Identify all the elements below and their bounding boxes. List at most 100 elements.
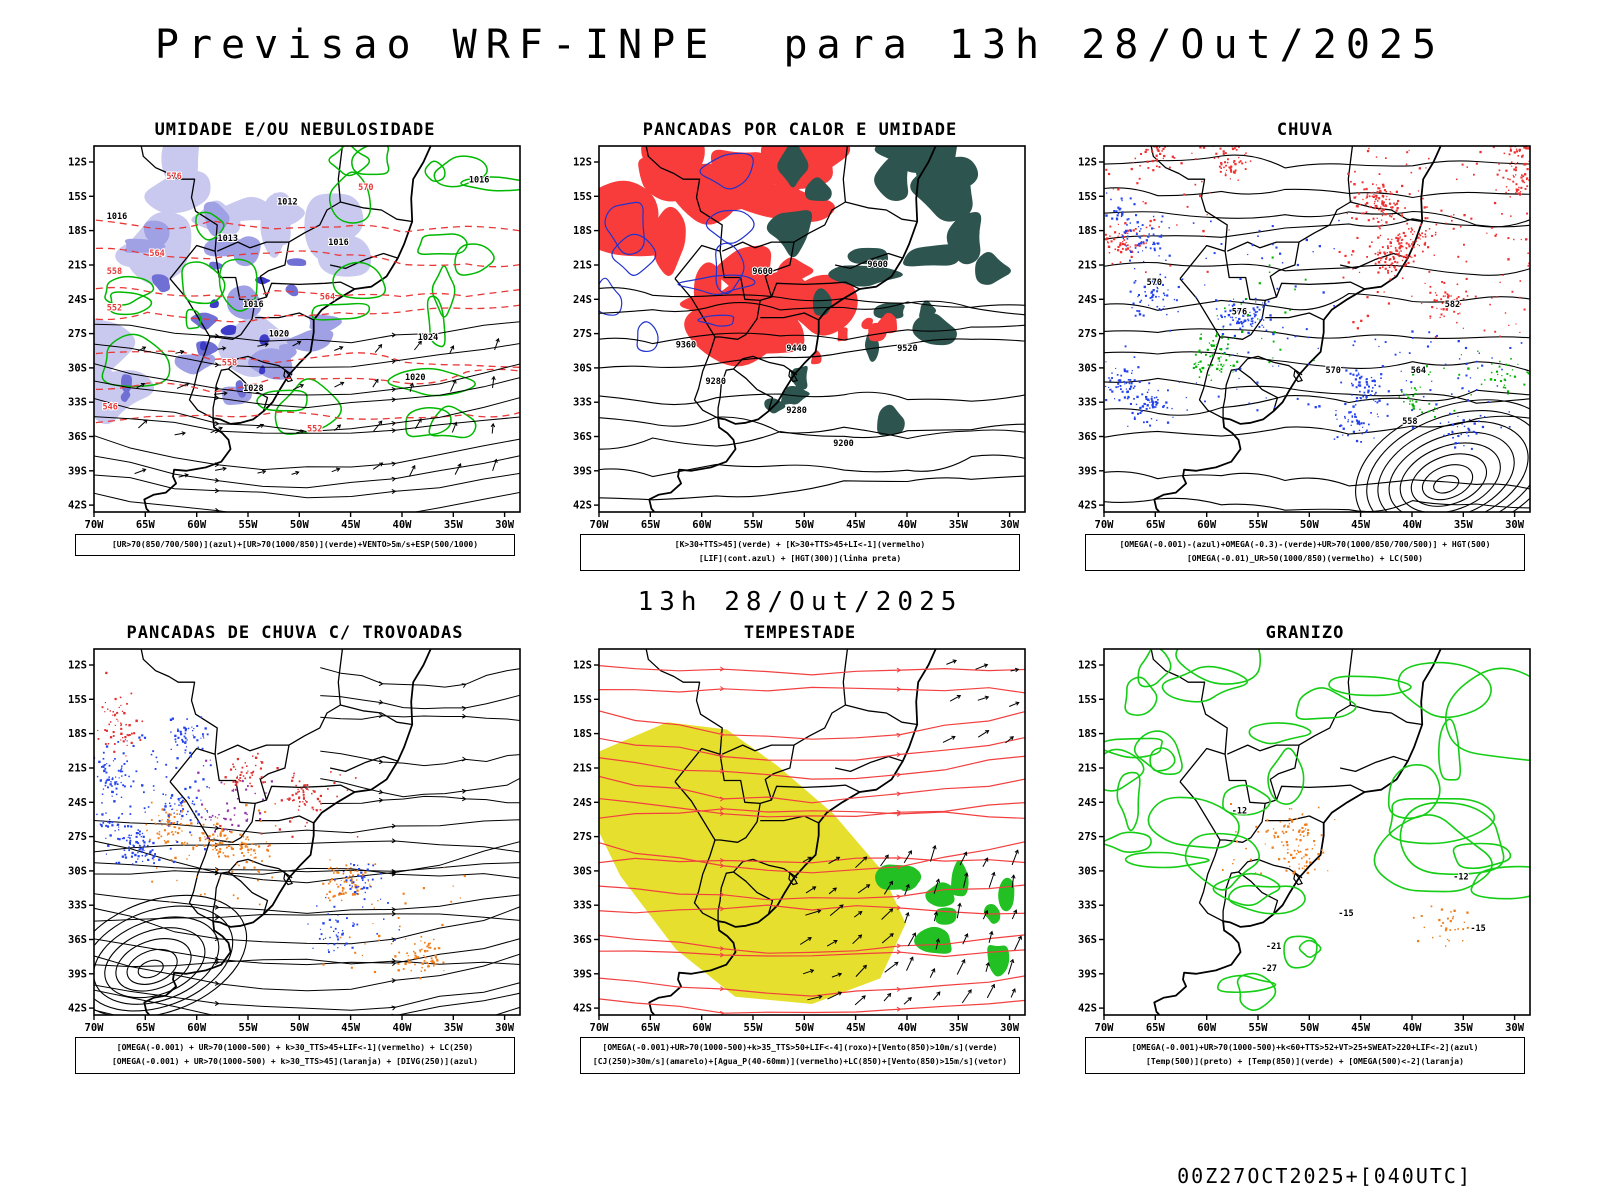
svg-text:40W: 40W — [393, 1022, 413, 1034]
svg-text:-15: -15 — [1338, 909, 1353, 919]
svg-text:35W: 35W — [444, 519, 464, 531]
svg-text:558: 558 — [1402, 417, 1417, 427]
svg-text:1012: 1012 — [277, 198, 297, 208]
svg-text:558: 558 — [222, 359, 237, 369]
svg-text:30W: 30W — [1505, 519, 1525, 531]
svg-text:15S: 15S — [68, 191, 87, 203]
svg-text:33S: 33S — [68, 899, 87, 911]
svg-text:18S: 18S — [573, 728, 592, 740]
svg-text:30S: 30S — [1078, 865, 1097, 877]
svg-text:70W: 70W — [1095, 519, 1115, 531]
svg-text:21S: 21S — [573, 259, 592, 271]
svg-text:21S: 21S — [1078, 259, 1097, 271]
svg-text:564: 564 — [1411, 366, 1426, 376]
svg-text:55W: 55W — [239, 1022, 259, 1034]
svg-text:35W: 35W — [1454, 519, 1474, 531]
svg-text:564: 564 — [320, 293, 335, 303]
valid-time-label: 13h 28/Out/2025 — [637, 586, 963, 617]
svg-text:18S: 18S — [1078, 728, 1097, 740]
svg-text:12S: 12S — [68, 157, 87, 169]
panel-umidade-nebulosidade: UMIDADE E/OU NEBULOSIDADE 1012 1016 1013 10… — [43, 120, 548, 571]
panel-title: TEMPESTADE — [743, 622, 857, 643]
svg-text:70W: 70W — [590, 519, 610, 531]
svg-text:45W: 45W — [341, 519, 361, 531]
svg-text:12S: 12S — [68, 659, 87, 671]
svg-text:564: 564 — [149, 249, 164, 259]
svg-text:36S: 36S — [68, 934, 87, 946]
svg-text:570: 570 — [1147, 278, 1162, 288]
svg-text:27S: 27S — [68, 831, 87, 843]
svg-text:30W: 30W — [495, 1022, 515, 1034]
svg-text:576: 576 — [166, 172, 181, 182]
legend-box: [OMEGA(-0.001) + UR>70(1000-500) + k>30_… — [75, 1036, 515, 1074]
svg-text:60W: 60W — [692, 519, 712, 531]
svg-text:30W: 30W — [1000, 1022, 1020, 1034]
svg-text:1016: 1016 — [328, 238, 348, 248]
svg-text:9360: 9360 — [676, 340, 696, 350]
legend-line: [OMEGA(-0.001) + UR>70(1000-500) + k>30_… — [111, 1057, 479, 1067]
svg-text:570: 570 — [358, 183, 373, 193]
legend-box: [OMEGA(-0.001)-(azul)+OMEGA(-0.3)-(verde… — [1085, 534, 1525, 571]
panel-row-bottom: PANCADAS DE CHUVA C/ TROVOADAS 12S 15S 18S… — [0, 623, 1600, 1074]
svg-text:55W: 55W — [744, 519, 764, 531]
panel-chuva: CHUVA 582 576 570 564 558 570 12S 15S 18S 21S 24S 2… — [1053, 120, 1558, 571]
svg-text:1016: 1016 — [469, 176, 489, 186]
svg-text:65W: 65W — [641, 1022, 661, 1034]
svg-text:50W: 50W — [290, 519, 310, 531]
svg-text:12S: 12S — [573, 157, 592, 169]
svg-text:50W: 50W — [795, 1022, 815, 1034]
svg-text:39S: 39S — [1078, 968, 1097, 980]
panel-title: GRANIZO — [1265, 622, 1345, 643]
svg-text:45W: 45W — [1351, 1022, 1371, 1034]
svg-text:60W: 60W — [1197, 519, 1217, 531]
svg-text:1016: 1016 — [107, 212, 127, 222]
panel-title: PANCADAS POR CALOR E UMIDADE — [642, 120, 958, 140]
svg-text:33S: 33S — [573, 899, 592, 911]
svg-text:55W: 55W — [239, 519, 259, 531]
svg-text:18S: 18S — [1078, 225, 1097, 237]
svg-text:30S: 30S — [573, 865, 592, 877]
svg-text:33S: 33S — [1078, 899, 1097, 911]
svg-text:18S: 18S — [68, 225, 87, 237]
svg-text:50W: 50W — [1300, 1022, 1320, 1034]
weather-map-granizo: -12 -12 -15 -21 -27 -15 12S 15S 18S 21S 24S 27S 30S 3… — [1078, 647, 1531, 1034]
svg-text:65W: 65W — [641, 519, 661, 531]
svg-text:24S: 24S — [68, 294, 87, 306]
svg-text:21S: 21S — [1078, 762, 1097, 774]
svg-text:21S: 21S — [68, 762, 87, 774]
svg-text:30S: 30S — [1078, 362, 1097, 374]
svg-text:70W: 70W — [590, 1022, 610, 1034]
svg-text:65W: 65W — [136, 1022, 156, 1034]
panel-tempestade: TEMPESTADE 12S 15S 18S 21S 24S 27S 30S 33S 36S 39… — [548, 623, 1053, 1074]
svg-text:42S: 42S — [573, 500, 592, 512]
svg-text:36S: 36S — [68, 431, 87, 443]
svg-text:40W: 40W — [898, 1022, 918, 1034]
legend-line: [OMEGA(-0.01)_UR>50(1000/850)(vermelho) … — [1186, 554, 1423, 564]
svg-text:50W: 50W — [795, 519, 815, 531]
svg-text:50W: 50W — [290, 1022, 310, 1034]
svg-text:30S: 30S — [68, 362, 87, 374]
svg-text:15S: 15S — [1078, 694, 1097, 706]
svg-text:558: 558 — [107, 267, 122, 277]
svg-text:552: 552 — [307, 425, 322, 435]
svg-text:27S: 27S — [573, 328, 592, 340]
svg-text:33S: 33S — [1078, 397, 1097, 409]
svg-text:36S: 36S — [573, 431, 592, 443]
svg-text:1024: 1024 — [418, 333, 438, 343]
panel-title: UMIDADE E/OU NEBULOSIDADE — [154, 120, 436, 140]
svg-text:570: 570 — [1326, 366, 1341, 376]
svg-text:60W: 60W — [1197, 1022, 1217, 1034]
svg-text:-15: -15 — [1470, 924, 1485, 934]
svg-text:70W: 70W — [1095, 1022, 1115, 1034]
svg-text:65W: 65W — [1146, 1022, 1166, 1034]
svg-text:9600: 9600 — [752, 267, 772, 277]
svg-text:39S: 39S — [68, 968, 87, 980]
svg-text:9600: 9600 — [867, 260, 887, 270]
legend-line: [K>30+TTS>45](verde) + [K>30+TTS>45+LI<-… — [674, 540, 926, 549]
svg-text:-12: -12 — [1453, 872, 1468, 882]
svg-text:576: 576 — [1232, 307, 1247, 317]
svg-text:60W: 60W — [187, 1022, 207, 1034]
svg-text:45W: 45W — [846, 1022, 866, 1034]
svg-text:40W: 40W — [1403, 519, 1423, 531]
svg-text:18S: 18S — [573, 225, 592, 237]
